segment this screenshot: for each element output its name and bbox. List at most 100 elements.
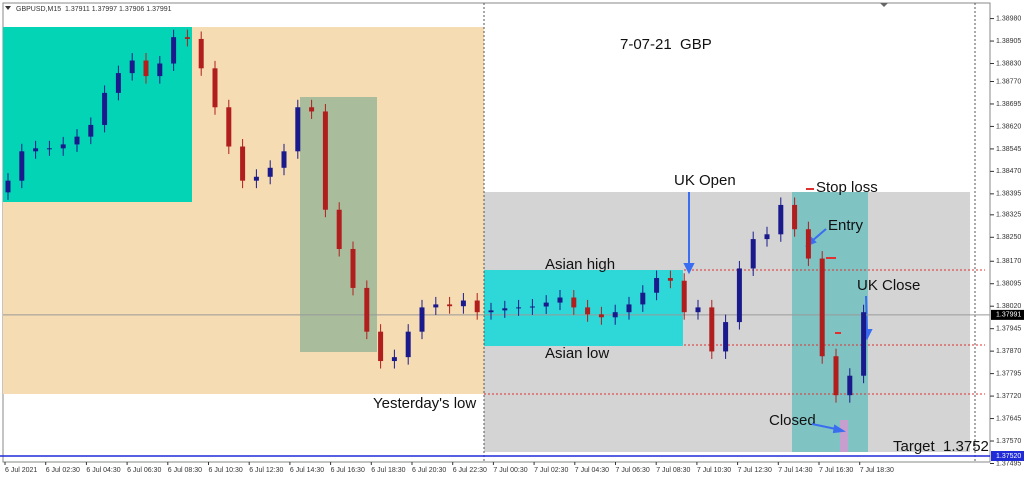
- candle-body: [115, 73, 121, 93]
- target-label: 1.37520: [996, 453, 1021, 460]
- y-tick-label: 1.37570: [996, 438, 1021, 445]
- x-tick-label: 6 Jul 08:30: [168, 467, 202, 474]
- candle-body: [654, 278, 660, 293]
- candle-body: [778, 204, 784, 235]
- candle-body: [571, 297, 577, 308]
- arrow: [811, 423, 837, 430]
- candle-body: [502, 308, 508, 311]
- candle-body: [792, 204, 798, 230]
- y-tick-label: 1.37945: [996, 326, 1021, 333]
- y-tick-label: 1.38905: [996, 38, 1021, 45]
- candle-body: [557, 297, 563, 303]
- trade-zone: [792, 192, 868, 452]
- x-tick-label: 7 Jul 06:30: [616, 467, 650, 474]
- annotation: Entry: [828, 217, 864, 234]
- annotation: Asian high: [545, 256, 615, 273]
- candle-body: [309, 107, 315, 112]
- candle-body: [585, 307, 591, 315]
- y-tick-label: 1.37645: [996, 415, 1021, 422]
- candle-body: [391, 357, 397, 362]
- x-tick-label: 7 Jul 18:30: [860, 467, 894, 474]
- candle-body: [861, 312, 867, 376]
- candle-body: [226, 107, 232, 147]
- current-price-label: 1.37991: [996, 312, 1021, 319]
- candle-body: [433, 304, 439, 308]
- x-tick-label: 6 Jul 06:30: [127, 467, 161, 474]
- candle-body: [695, 307, 701, 313]
- candle-body: [364, 287, 370, 332]
- morning-zone: [3, 27, 192, 202]
- candle-body: [819, 258, 825, 357]
- y-tick-label: 1.37795: [996, 370, 1021, 377]
- x-tick-label: 6 Jul 2021: [5, 467, 37, 474]
- candle-body: [460, 300, 466, 307]
- y-tick-label: 1.38620: [996, 123, 1021, 130]
- candle-body: [405, 331, 411, 358]
- x-tick-label: 7 Jul 16:30: [819, 467, 853, 474]
- candle-body: [60, 144, 66, 149]
- candle-body: [736, 268, 742, 323]
- candle-body: [805, 229, 811, 259]
- candle-body: [598, 314, 604, 318]
- annotation: Yesterday's low: [373, 395, 476, 412]
- candle-body: [143, 60, 149, 77]
- candle-body: [157, 63, 163, 77]
- y-tick-label: 1.38830: [996, 60, 1021, 67]
- candle-body: [19, 151, 25, 181]
- y-tick-label: 1.38250: [996, 234, 1021, 241]
- candle-body: [764, 234, 770, 240]
- candle-body: [267, 167, 273, 177]
- candle-body: [212, 68, 218, 108]
- x-tick-label: 7 Jul 00:30: [493, 467, 527, 474]
- candle-body: [198, 38, 204, 69]
- candle-body: [833, 356, 839, 396]
- candle-body: [488, 310, 494, 313]
- x-tick-label: 7 Jul 04:30: [575, 467, 609, 474]
- candle-body: [419, 307, 425, 332]
- candle-body: [33, 148, 39, 152]
- y-tick-label: 1.38545: [996, 146, 1021, 153]
- x-tick-label: 7 Jul 10:30: [697, 467, 731, 474]
- y-tick-label: 1.38020: [996, 303, 1021, 310]
- candle-body: [184, 37, 190, 39]
- y-tick-label: 1.38095: [996, 281, 1021, 288]
- candle-body: [5, 180, 11, 193]
- annotation: Asian low: [545, 345, 609, 362]
- candle-body: [640, 292, 646, 305]
- x-tick-label: 6 Jul 14:30: [290, 467, 324, 474]
- candle-body: [626, 304, 632, 313]
- y-tick-label: 1.37495: [996, 460, 1021, 467]
- candle-body: [847, 375, 853, 396]
- candle-body: [667, 278, 673, 281]
- header-icon: [5, 6, 11, 10]
- candle-body: [171, 37, 177, 64]
- candle-body: [723, 322, 729, 352]
- candle-body: [378, 331, 384, 362]
- candle-body: [750, 239, 756, 269]
- candle-body: [322, 111, 328, 210]
- x-tick-label: 7 Jul 02:30: [534, 467, 568, 474]
- annotation: UK Open: [674, 172, 736, 189]
- y-tick-label: 1.37720: [996, 393, 1021, 400]
- candle-body: [709, 307, 715, 352]
- candle-body: [681, 280, 687, 313]
- annotation: Stop loss: [816, 179, 878, 196]
- candle-body: [88, 124, 94, 137]
- arrow-head: [683, 263, 695, 275]
- x-tick-label: 6 Jul 20:30: [412, 467, 446, 474]
- candle-body: [543, 302, 549, 307]
- x-tick-label: 6 Jul 22:30: [453, 467, 487, 474]
- y-tick-label: 1.38695: [996, 101, 1021, 108]
- x-tick-label: 7 Jul 14:30: [778, 467, 812, 474]
- arrow: [865, 295, 868, 333]
- asian-range: [484, 270, 683, 346]
- candle-body: [46, 148, 52, 150]
- candle-body: [129, 60, 135, 74]
- close-zone: [840, 420, 848, 452]
- candle-body: [295, 107, 301, 152]
- y-tick-label: 1.38470: [996, 168, 1021, 175]
- arrow-head: [832, 424, 846, 434]
- x-tick-label: 6 Jul 02:30: [46, 467, 80, 474]
- x-tick-label: 6 Jul 16:30: [331, 467, 365, 474]
- candle-body: [336, 209, 342, 249]
